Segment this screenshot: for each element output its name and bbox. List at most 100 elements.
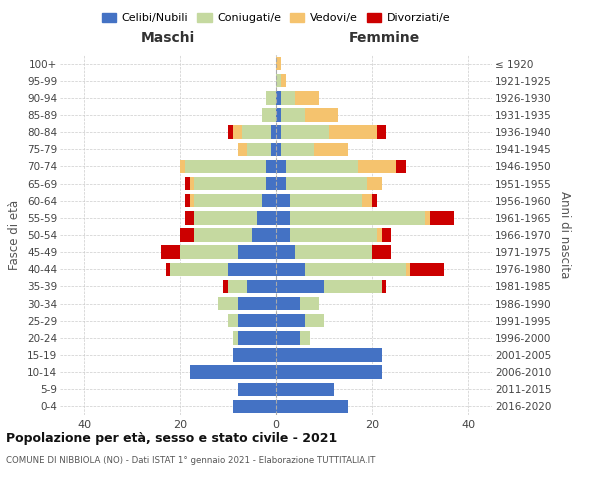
Bar bbox=[194, 194, 262, 207]
Bar bbox=[233, 348, 276, 362]
Bar bbox=[170, 262, 228, 276]
Bar bbox=[276, 400, 348, 413]
Bar bbox=[276, 211, 290, 224]
Bar bbox=[228, 280, 247, 293]
Bar bbox=[185, 194, 190, 207]
Bar bbox=[276, 297, 300, 310]
Bar bbox=[161, 246, 180, 259]
Text: Femmine: Femmine bbox=[349, 30, 419, 44]
Bar bbox=[377, 126, 386, 139]
Text: Maschi: Maschi bbox=[141, 30, 195, 44]
Bar bbox=[276, 177, 286, 190]
Bar bbox=[228, 314, 238, 328]
Bar bbox=[276, 142, 281, 156]
Bar bbox=[377, 228, 382, 241]
Bar bbox=[166, 262, 170, 276]
Bar bbox=[238, 297, 276, 310]
Bar bbox=[425, 211, 430, 224]
Bar bbox=[233, 126, 242, 139]
Bar bbox=[305, 262, 406, 276]
Legend: Celibi/Nubili, Coniugati/e, Vedovi/e, Divorziati/e: Celibi/Nubili, Coniugati/e, Vedovi/e, Di… bbox=[97, 8, 455, 28]
Bar bbox=[406, 262, 410, 276]
Bar bbox=[372, 194, 377, 207]
Bar bbox=[218, 297, 238, 310]
Bar bbox=[290, 194, 362, 207]
Bar bbox=[276, 228, 290, 241]
Bar bbox=[252, 228, 276, 241]
Bar bbox=[382, 280, 386, 293]
Bar bbox=[276, 91, 281, 104]
Bar bbox=[238, 314, 276, 328]
Bar bbox=[276, 74, 281, 88]
Bar bbox=[266, 177, 276, 190]
Bar bbox=[180, 228, 194, 241]
Bar bbox=[233, 331, 238, 344]
Bar bbox=[190, 366, 276, 379]
Bar bbox=[295, 91, 319, 104]
Bar bbox=[281, 91, 295, 104]
Bar bbox=[324, 280, 382, 293]
Bar bbox=[276, 126, 281, 139]
Bar bbox=[180, 246, 238, 259]
Bar bbox=[290, 211, 425, 224]
Bar bbox=[305, 108, 338, 122]
Bar bbox=[410, 262, 444, 276]
Bar bbox=[262, 108, 276, 122]
Bar bbox=[271, 126, 276, 139]
Y-axis label: Fasce di età: Fasce di età bbox=[8, 200, 22, 270]
Bar bbox=[396, 160, 406, 173]
Bar bbox=[180, 160, 185, 173]
Bar bbox=[190, 177, 194, 190]
Y-axis label: Anni di nascita: Anni di nascita bbox=[558, 192, 571, 278]
Bar bbox=[238, 246, 276, 259]
Bar bbox=[228, 126, 233, 139]
Bar bbox=[276, 331, 300, 344]
Bar bbox=[233, 400, 276, 413]
Bar bbox=[276, 366, 382, 379]
Text: COMUNE DI NIBBIOLA (NO) - Dati ISTAT 1° gennaio 2021 - Elaborazione TUTTITALIA.I: COMUNE DI NIBBIOLA (NO) - Dati ISTAT 1° … bbox=[6, 456, 376, 465]
Bar bbox=[242, 126, 271, 139]
Bar bbox=[194, 177, 266, 190]
Bar bbox=[281, 126, 329, 139]
Bar bbox=[367, 177, 382, 190]
Bar bbox=[247, 142, 271, 156]
Bar bbox=[276, 382, 334, 396]
Bar bbox=[300, 297, 319, 310]
Bar bbox=[194, 228, 252, 241]
Bar bbox=[276, 262, 305, 276]
Bar bbox=[286, 177, 367, 190]
Bar bbox=[276, 348, 382, 362]
Bar bbox=[276, 160, 286, 173]
Bar bbox=[262, 194, 276, 207]
Bar bbox=[276, 194, 290, 207]
Bar bbox=[185, 177, 190, 190]
Bar bbox=[276, 57, 281, 70]
Bar bbox=[329, 126, 377, 139]
Bar bbox=[281, 142, 314, 156]
Bar bbox=[372, 246, 391, 259]
Bar bbox=[247, 280, 276, 293]
Bar bbox=[358, 160, 396, 173]
Bar bbox=[266, 160, 276, 173]
Bar bbox=[295, 246, 372, 259]
Bar bbox=[185, 160, 266, 173]
Bar bbox=[362, 194, 372, 207]
Bar bbox=[276, 314, 305, 328]
Bar bbox=[257, 211, 276, 224]
Bar bbox=[194, 211, 257, 224]
Bar bbox=[238, 382, 276, 396]
Bar bbox=[266, 91, 276, 104]
Bar bbox=[223, 280, 228, 293]
Bar bbox=[276, 280, 324, 293]
Bar bbox=[300, 331, 310, 344]
Bar bbox=[238, 142, 247, 156]
Bar bbox=[290, 228, 377, 241]
Bar bbox=[281, 74, 286, 88]
Bar bbox=[281, 108, 305, 122]
Bar bbox=[305, 314, 324, 328]
Bar bbox=[185, 211, 194, 224]
Bar bbox=[190, 194, 194, 207]
Bar bbox=[382, 228, 391, 241]
Bar bbox=[430, 211, 454, 224]
Bar bbox=[276, 108, 281, 122]
